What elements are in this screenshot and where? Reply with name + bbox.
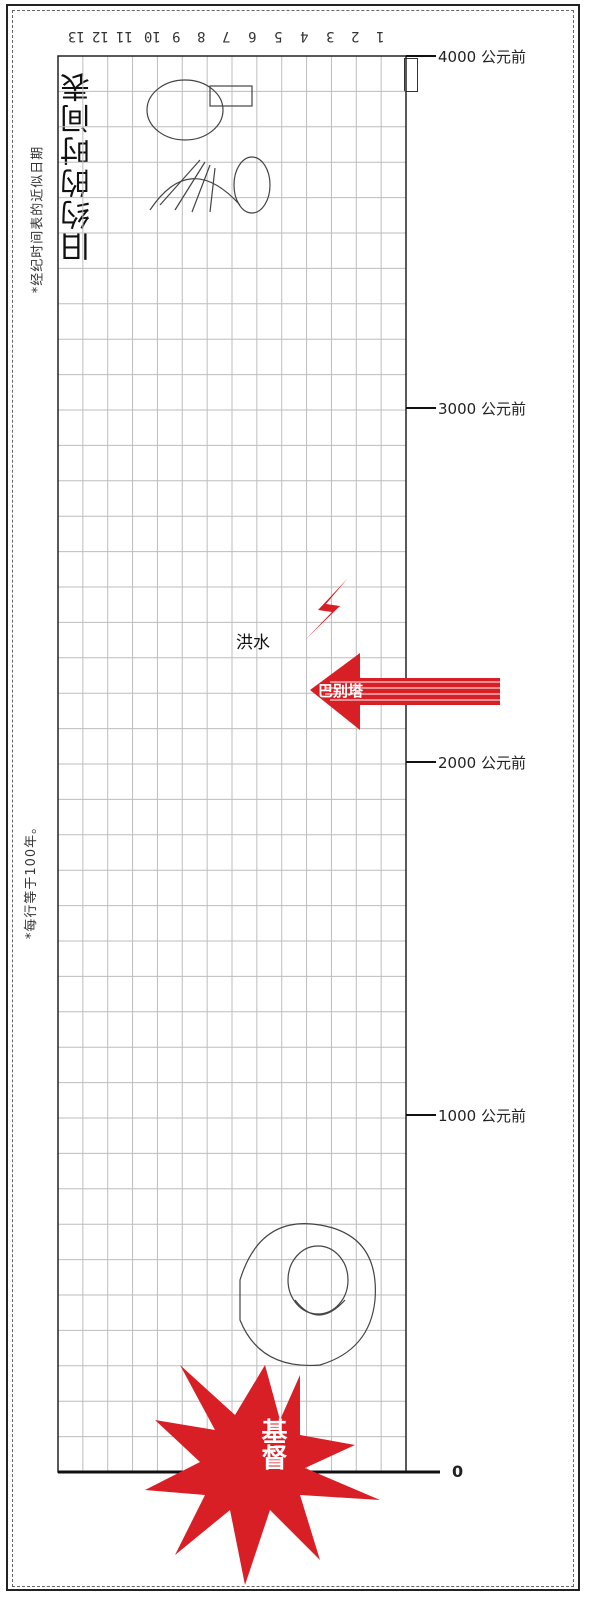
- page-frame: [6, 4, 580, 1591]
- christ-starburst-icon: [145, 1365, 380, 1585]
- christ-label: 基督: [257, 1418, 287, 1470]
- time-label-3000: 3000 公元前: [438, 400, 526, 418]
- legend-box: [404, 58, 418, 92]
- inner-dashed-border: [12, 10, 574, 1587]
- christ-illustration: [239, 1223, 376, 1367]
- time-label-zero: 0: [452, 1462, 464, 1481]
- time-label-1000: 1000 公元前: [438, 1107, 526, 1125]
- babel-arrow-icon: [310, 653, 500, 730]
- flood-label: 洪水: [236, 633, 270, 653]
- time-label-4000: 4000 公元前: [438, 48, 526, 66]
- flood-lightning-icon: [305, 578, 348, 640]
- creation-illustration: [146, 79, 271, 214]
- babel-label: 巴别塔: [318, 682, 364, 700]
- time-label-2000: 2000 公元前: [438, 754, 526, 772]
